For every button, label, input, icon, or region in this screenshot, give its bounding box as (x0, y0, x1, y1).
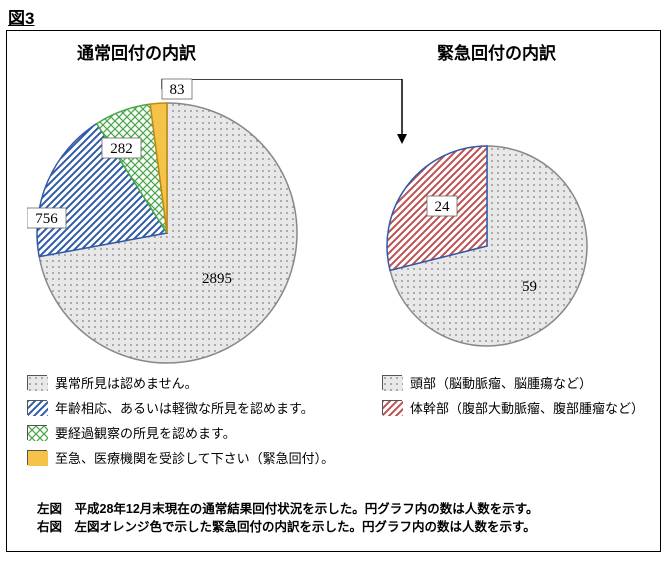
legend-label: 至急、医療機関を受診して下さい（緊急回付）。 (55, 448, 334, 467)
caption-block: 左図 平成28年12月末現在の通常結果回付状況を示した。円グラフ内の数は人数を示… (37, 500, 539, 538)
legend-label: 異常所見は認めません。 (55, 373, 198, 392)
legend-swatch (382, 375, 402, 390)
slice-value-label: 83 (162, 79, 192, 99)
caption-line: 左図 平成28年12月末現在の通常結果回付状況を示した。円グラフ内の数は人数を示… (37, 500, 539, 519)
page: 図3 通常回付の内訳 緊急回付の内訳 2895 756 282 83 59 24 異常所… (0, 0, 667, 562)
svg-text:83: 83 (170, 82, 185, 98)
caption-line: 右図 左図オレンジ色で示した緊急回付の内訳を示した。円グラフ内の数は人数を示す。 (37, 518, 539, 537)
legend-label: 体幹部（腹部大動脈瘤、腹部腫瘤など） (410, 398, 644, 417)
legend-swatch (382, 400, 402, 415)
left-chart-title: 通常回付の内訳 (77, 39, 196, 64)
slice-value-label: 2895 (202, 271, 232, 287)
legend-item: 頭部（脳動脈瘤、脳腫瘍など） (382, 373, 652, 392)
slice-value-label: 59 (522, 279, 537, 295)
svg-text:24: 24 (435, 199, 451, 215)
svg-text:282: 282 (110, 141, 133, 157)
legend-label: 頭部（脳動脈瘤、脳腫瘍など） (410, 373, 592, 392)
chart-frame: 通常回付の内訳 緊急回付の内訳 2895 756 282 83 59 24 異常所見は認… (6, 30, 661, 552)
slice-value-label: 24 (427, 196, 457, 216)
slice-value-label: 756 (27, 208, 66, 228)
legend-swatch (27, 425, 47, 440)
slice-value-label: 282 (102, 138, 141, 158)
legend-swatch (27, 450, 47, 465)
legend-item: 至急、医療機関を受診して下さい（緊急回付）。 (27, 448, 357, 467)
legend-swatch (27, 375, 47, 390)
right-chart-title: 緊急回付の内訳 (437, 39, 556, 64)
left-pie-chart: 2895 756 282 83 (27, 73, 307, 353)
legend-label: 要経過観察の所見を認めます。 (55, 423, 236, 442)
legend-label: 年齢相応、あるいは軽微な所見を認めます。 (55, 398, 314, 417)
figure-label: 図3 (8, 4, 34, 29)
right-legend: 頭部（脳動脈瘤、脳腫瘍など） 体幹部（腹部大動脈瘤、腹部腫瘤など） (382, 373, 652, 423)
legend-swatch (27, 400, 47, 415)
legend-item: 体幹部（腹部大動脈瘤、腹部腫瘤など） (382, 398, 652, 417)
right-pie-chart: 59 24 (382, 141, 592, 351)
left-legend: 異常所見は認めません。年齢相応、あるいは軽微な所見を認めます。要経過観察の所見を… (27, 373, 357, 473)
legend-item: 異常所見は認めません。 (27, 373, 357, 392)
legend-item: 年齢相応、あるいは軽微な所見を認めます。 (27, 398, 357, 417)
svg-text:756: 756 (35, 211, 58, 227)
legend-item: 要経過観察の所見を認めます。 (27, 423, 357, 442)
